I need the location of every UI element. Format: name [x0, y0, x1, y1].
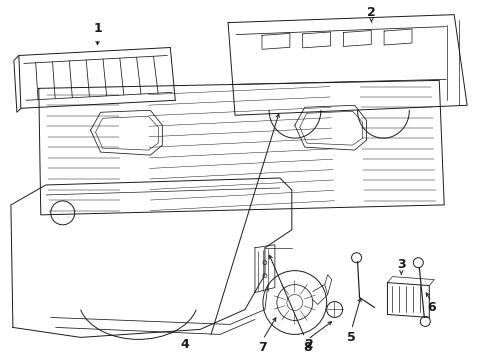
Text: 7: 7 [258, 341, 267, 354]
Text: 3: 3 [396, 258, 405, 271]
Text: 5: 5 [346, 331, 355, 344]
Text: 2: 2 [305, 338, 313, 351]
Text: 1: 1 [93, 22, 102, 35]
Text: 8: 8 [303, 341, 311, 354]
Text: 6: 6 [426, 301, 435, 314]
Text: 4: 4 [181, 338, 189, 351]
Text: 2: 2 [366, 6, 375, 19]
